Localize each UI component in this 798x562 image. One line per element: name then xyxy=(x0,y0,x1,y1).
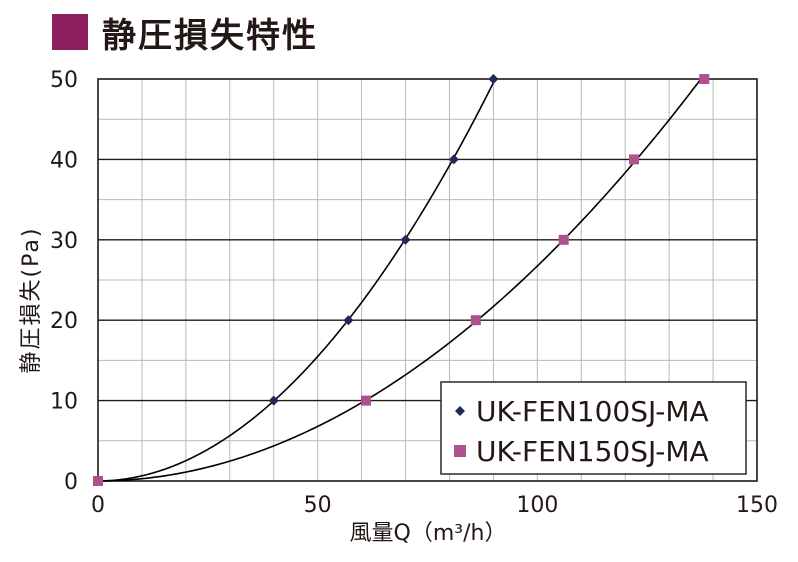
legend: UK-FEN100SJ-MA UK-FEN150SJ-MA xyxy=(440,381,747,475)
data-point-diamond xyxy=(400,234,411,245)
legend-marker-diamond-icon xyxy=(455,406,465,416)
x-tick-label: 150 xyxy=(736,493,778,518)
data-point-diamond xyxy=(268,395,279,406)
data-point-diamond xyxy=(343,315,354,326)
y-tick-label: 10 xyxy=(50,390,78,415)
y-tick-label: 30 xyxy=(50,229,78,254)
data-point-square xyxy=(628,154,639,165)
data-point-square xyxy=(470,315,481,326)
data-point-square xyxy=(93,476,103,486)
x-tick-labels: 0 50 100 150 xyxy=(91,493,778,518)
plot-frame xyxy=(97,78,758,482)
series-curves xyxy=(97,73,705,482)
legend-label: UK-FEN100SJ-MA xyxy=(476,395,709,428)
x-axis-label: 風量Q（m³/h） xyxy=(350,521,507,546)
title-square-icon xyxy=(52,14,88,50)
y-tick-label: 50 xyxy=(50,68,78,93)
grid-major xyxy=(98,158,757,402)
data-point-square xyxy=(360,395,371,406)
y-axis-label: 静圧損失(Pa) xyxy=(19,227,44,374)
series-markers xyxy=(93,74,710,486)
y-tick-label: 40 xyxy=(50,148,78,173)
data-point-diamond xyxy=(488,74,499,84)
data-point-square xyxy=(558,234,569,245)
title-bar: 静圧損失特性 xyxy=(52,10,318,56)
data-point-diamond xyxy=(448,154,459,165)
y-tick-label: 20 xyxy=(50,309,78,334)
x-tick-label: 50 xyxy=(304,493,332,518)
legend-label: UK-FEN150SJ-MA xyxy=(476,435,709,468)
legend-box xyxy=(440,381,747,475)
y-tick-labels: 0 10 20 30 40 50 xyxy=(50,68,78,495)
x-tick-label: 100 xyxy=(516,493,558,518)
series-line-1 xyxy=(97,82,495,482)
y-tick-label: 0 xyxy=(64,470,78,495)
x-tick-label: 0 xyxy=(91,493,105,518)
legend-marker-square-icon xyxy=(454,445,466,457)
series-line-2 xyxy=(97,73,705,482)
data-point-square xyxy=(699,74,710,84)
page-title: 静圧損失特性 xyxy=(102,15,318,56)
